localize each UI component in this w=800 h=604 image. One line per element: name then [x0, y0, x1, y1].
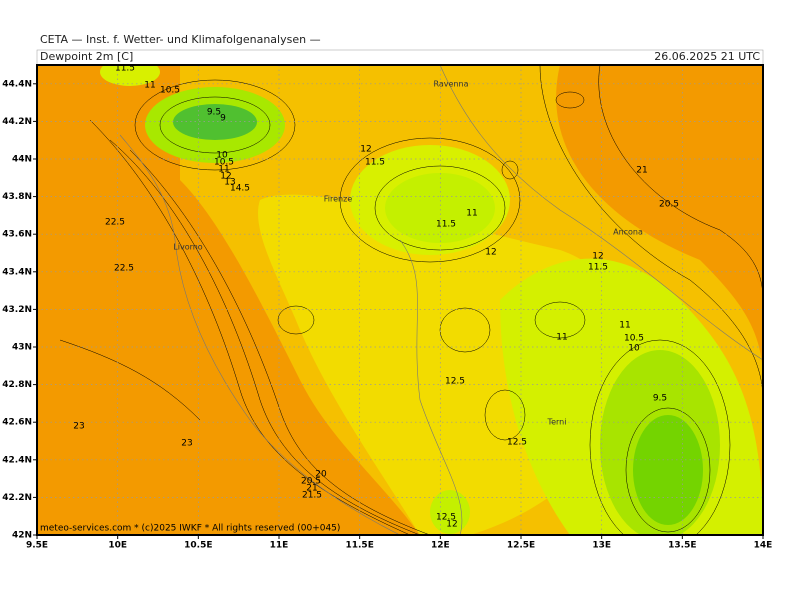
lon-tick-label: 12.5E [507, 541, 535, 551]
contour-label: 14.5 [230, 184, 250, 194]
contour-label: 23 [181, 439, 192, 449]
lat-tick-label: 42N [12, 531, 32, 541]
lon-tick-label: 13.5E [668, 541, 696, 551]
contour-label: 12.5 [507, 438, 527, 448]
contour-label: 10.5 [624, 334, 644, 344]
grid [36, 65, 764, 536]
lat-tick-label: 43.2N [2, 305, 32, 315]
contour-label: 10 [216, 151, 228, 161]
contour-label: 12 [485, 248, 496, 258]
contour-label: 11 [218, 165, 229, 175]
contour-label: 23 [73, 422, 84, 432]
contour-label: 10.5 [214, 158, 234, 168]
contour-label: 13 [224, 178, 235, 188]
contour-label: 12.5 [436, 513, 456, 523]
contour-label: 11.5 [115, 64, 135, 74]
contour-label: 12 [220, 172, 231, 182]
lon-tick-label: 9.5E [26, 541, 48, 551]
lat-tick-label: 43.8N [2, 192, 32, 202]
contour-label: 11 [556, 333, 567, 343]
institute: CETA — Inst. f. Wetter- und Klimafolgena… [40, 33, 321, 46]
contour-label: 21 [306, 484, 317, 494]
frame [36, 64, 764, 536]
lat-tick-label: 43.6N [2, 230, 32, 240]
contour-label: 11.5 [588, 263, 608, 273]
contour-label: 12 [592, 252, 603, 262]
contour-label: 12 [446, 520, 457, 530]
lon-tick-label: 14E [754, 541, 773, 551]
city-label: Livorno [173, 243, 203, 252]
contour-label: 10.5 [160, 86, 180, 96]
footer: meteo-services.com * (c)2025 IWKF * All … [40, 524, 340, 534]
contour-label: 21.5 [302, 491, 322, 501]
lat-tick-label: 44N [12, 155, 32, 165]
contour-label: 12 [360, 145, 371, 155]
lat-tick-label: 42.8N [2, 380, 32, 390]
contour-label: 9.5 [653, 394, 667, 404]
lat-tick-label: 43.4N [2, 267, 32, 277]
city-label: Terni [547, 418, 567, 427]
lon-tick-label: 10.5E [184, 541, 212, 551]
lon-tick-label: 11E [270, 541, 289, 551]
contour-label: 11.5 [436, 220, 456, 230]
lon-tick-label: 10E [108, 541, 127, 551]
city-label: Firenze [324, 195, 353, 204]
city-label: Ancona [613, 228, 643, 237]
contour-label: 11 [144, 81, 155, 91]
lon-tick-label: 13E [592, 541, 611, 551]
field [37, 65, 763, 535]
lat-tick-label: 42.2N [2, 493, 32, 503]
lat-tick-label: 44.4N [2, 79, 32, 89]
contour-label: 11 [466, 209, 477, 219]
valid-time: 26.06.2025 21 UTC [654, 50, 760, 63]
contour-label: 21 [636, 166, 647, 176]
contour-label: 20.5 [301, 477, 321, 487]
contour-label: 11 [619, 321, 630, 331]
contour-label: 22.5 [105, 218, 125, 228]
contour-label: 10 [628, 344, 640, 354]
contour-label: 20 [315, 470, 327, 480]
lon-tick-label: 12E [431, 541, 450, 551]
contour-label: 9 [220, 114, 226, 124]
contour-label: 22.5 [114, 264, 134, 274]
lon-tick-label: 11.5E [345, 541, 373, 551]
field-name: Dewpoint 2m [C] [40, 50, 133, 63]
lat-tick-label: 42.6N [2, 418, 32, 428]
lat-tick-label: 43N [12, 343, 32, 353]
city-label: Ravenna [434, 80, 469, 89]
contour-label: 11.5 [365, 158, 385, 168]
lat-tick-label: 42.4N [2, 455, 32, 465]
lat-tick-label: 44.2N [2, 117, 32, 127]
coastline [119, 65, 763, 535]
contour-label: 12.5 [445, 377, 465, 387]
contour-label: 20.5 [659, 200, 679, 210]
contour-label: 9.5 [207, 108, 221, 118]
